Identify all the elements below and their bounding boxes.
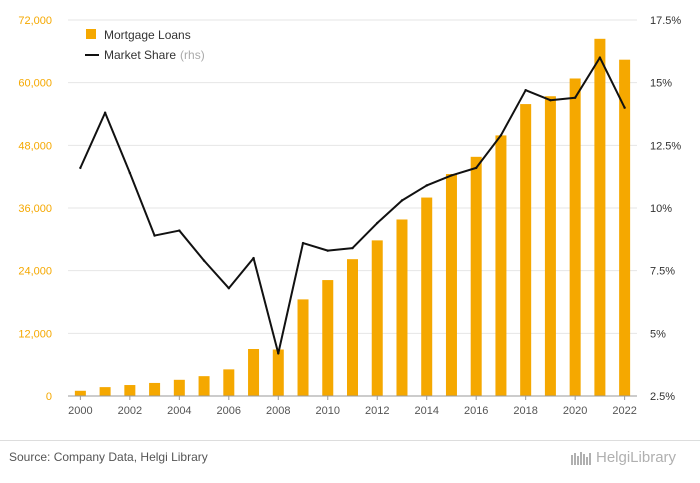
- x-tick-label: 2012: [365, 405, 389, 417]
- point-market-share: [326, 249, 329, 252]
- bar-mortgage-loans: [198, 376, 210, 396]
- x-tick-label: 2014: [414, 405, 438, 417]
- legend-label-mortgage-loans: Mortgage Loans: [104, 28, 191, 42]
- point-market-share: [623, 106, 626, 109]
- point-market-share: [425, 184, 428, 187]
- y-right-tick-label: 2.5%: [650, 391, 675, 403]
- bar-mortgage-loans: [272, 349, 284, 396]
- legend-market-share-name: Market Share: [104, 48, 176, 62]
- legend-market-share-suffix: (rhs): [180, 48, 205, 62]
- y-right-tick-label: 5%: [650, 328, 666, 340]
- y-left-tick-label: 60,000: [18, 78, 52, 90]
- bar-mortgage-loans: [371, 240, 383, 396]
- point-market-share: [524, 88, 527, 92]
- bar-mortgage-loans: [347, 259, 358, 396]
- y-right-tick-label: 7.5%: [650, 266, 675, 278]
- point-market-share: [277, 352, 280, 355]
- y-left-tick-label: 36,000: [18, 203, 52, 215]
- y-left-tick-label: 12,000: [18, 328, 52, 340]
- bar-mortgage-loans: [173, 379, 185, 396]
- bar-mortgage-loans: [594, 38, 606, 397]
- point-market-share: [549, 99, 552, 102]
- x-tick-label: 2008: [266, 405, 290, 417]
- point-market-share: [202, 259, 206, 262]
- bar-mortgage-loans: [99, 387, 111, 396]
- y-left-tick-label: 0: [46, 391, 52, 403]
- point-market-share: [252, 256, 255, 260]
- point-market-share: [227, 287, 231, 290]
- grid-layer: [68, 19, 637, 334]
- y-right-tick-label: 12.5%: [650, 140, 681, 152]
- point-market-share: [153, 234, 156, 237]
- y-right-tick-label: 17.5%: [650, 15, 681, 27]
- bar-mortgage-loans: [520, 104, 532, 397]
- bar-mortgage-loans: [495, 135, 507, 396]
- bar-mortgage-loans: [445, 174, 457, 396]
- point-market-share: [474, 166, 478, 170]
- x-tick-label: 2016: [464, 405, 488, 417]
- y-left-tick-label: 48,000: [18, 140, 52, 152]
- x-tick-label: 2004: [167, 405, 191, 417]
- point-market-share: [450, 174, 453, 177]
- line-layer: [79, 56, 626, 355]
- point-market-share: [598, 56, 602, 59]
- point-market-share: [128, 171, 132, 175]
- bar-mortgage-loans: [149, 382, 161, 396]
- point-market-share: [351, 246, 354, 250]
- bar-mortgage-loans: [619, 59, 631, 396]
- brand-name: HelgiLibrary: [596, 449, 677, 466]
- chart-svg: 0 12,000 24,000 36,000 48,000 60,000 72,000 2.5…: [18, 15, 681, 417]
- bar-mortgage-loans: [248, 349, 260, 396]
- point-market-share: [301, 241, 305, 245]
- x-tick-label: 2000: [68, 405, 92, 417]
- x-tick-label: 2018: [513, 405, 537, 417]
- point-market-share: [573, 96, 577, 99]
- bar-mortgage-loans: [74, 390, 86, 396]
- x-tick-label: 2006: [217, 405, 241, 417]
- legend-swatch-mortgage-loans: [86, 29, 96, 39]
- bar-mortgage-loans: [396, 219, 408, 396]
- x-tick-label: 2002: [118, 405, 142, 417]
- library-icon: [571, 451, 591, 465]
- point-market-share: [178, 229, 181, 232]
- x-tick-label: 2010: [316, 405, 340, 417]
- footer-divider: [0, 440, 700, 441]
- y-left-tick-label: 24,000: [18, 266, 52, 278]
- bar-mortgage-loans: [124, 385, 136, 396]
- y-right-tick-label: 10%: [650, 203, 672, 215]
- bar-layer: [74, 38, 631, 397]
- point-market-share: [79, 166, 82, 170]
- legend: Mortgage Loans Market Share (rhs): [85, 28, 205, 62]
- y-left-tick-label: 72,000: [18, 15, 52, 27]
- bar-mortgage-loans: [569, 78, 581, 396]
- bar-mortgage-loans: [470, 156, 482, 396]
- x-tick-label: 2022: [612, 405, 636, 417]
- bar-mortgage-loans: [322, 280, 334, 396]
- bar-mortgage-loans: [544, 96, 556, 396]
- y-right-tick-label: 15%: [650, 78, 672, 90]
- bar-mortgage-loans: [223, 369, 235, 396]
- point-market-share: [103, 111, 107, 114]
- brand-logo: HelgiLibrary: [570, 449, 676, 466]
- x-tick-label: 2020: [563, 405, 587, 417]
- axis-layer: 0 12,000 24,000 36,000 48,000 60,000 72,000 2.5…: [18, 15, 681, 417]
- point-market-share: [376, 221, 379, 225]
- point-market-share: [499, 134, 503, 137]
- legend-label-market-share: Market Share (rhs): [104, 48, 205, 62]
- source-text: Source: Company Data, Helgi Library: [9, 450, 208, 464]
- point-market-share: [400, 199, 404, 202]
- bar-mortgage-loans: [421, 197, 433, 396]
- bar-mortgage-loans: [297, 299, 309, 396]
